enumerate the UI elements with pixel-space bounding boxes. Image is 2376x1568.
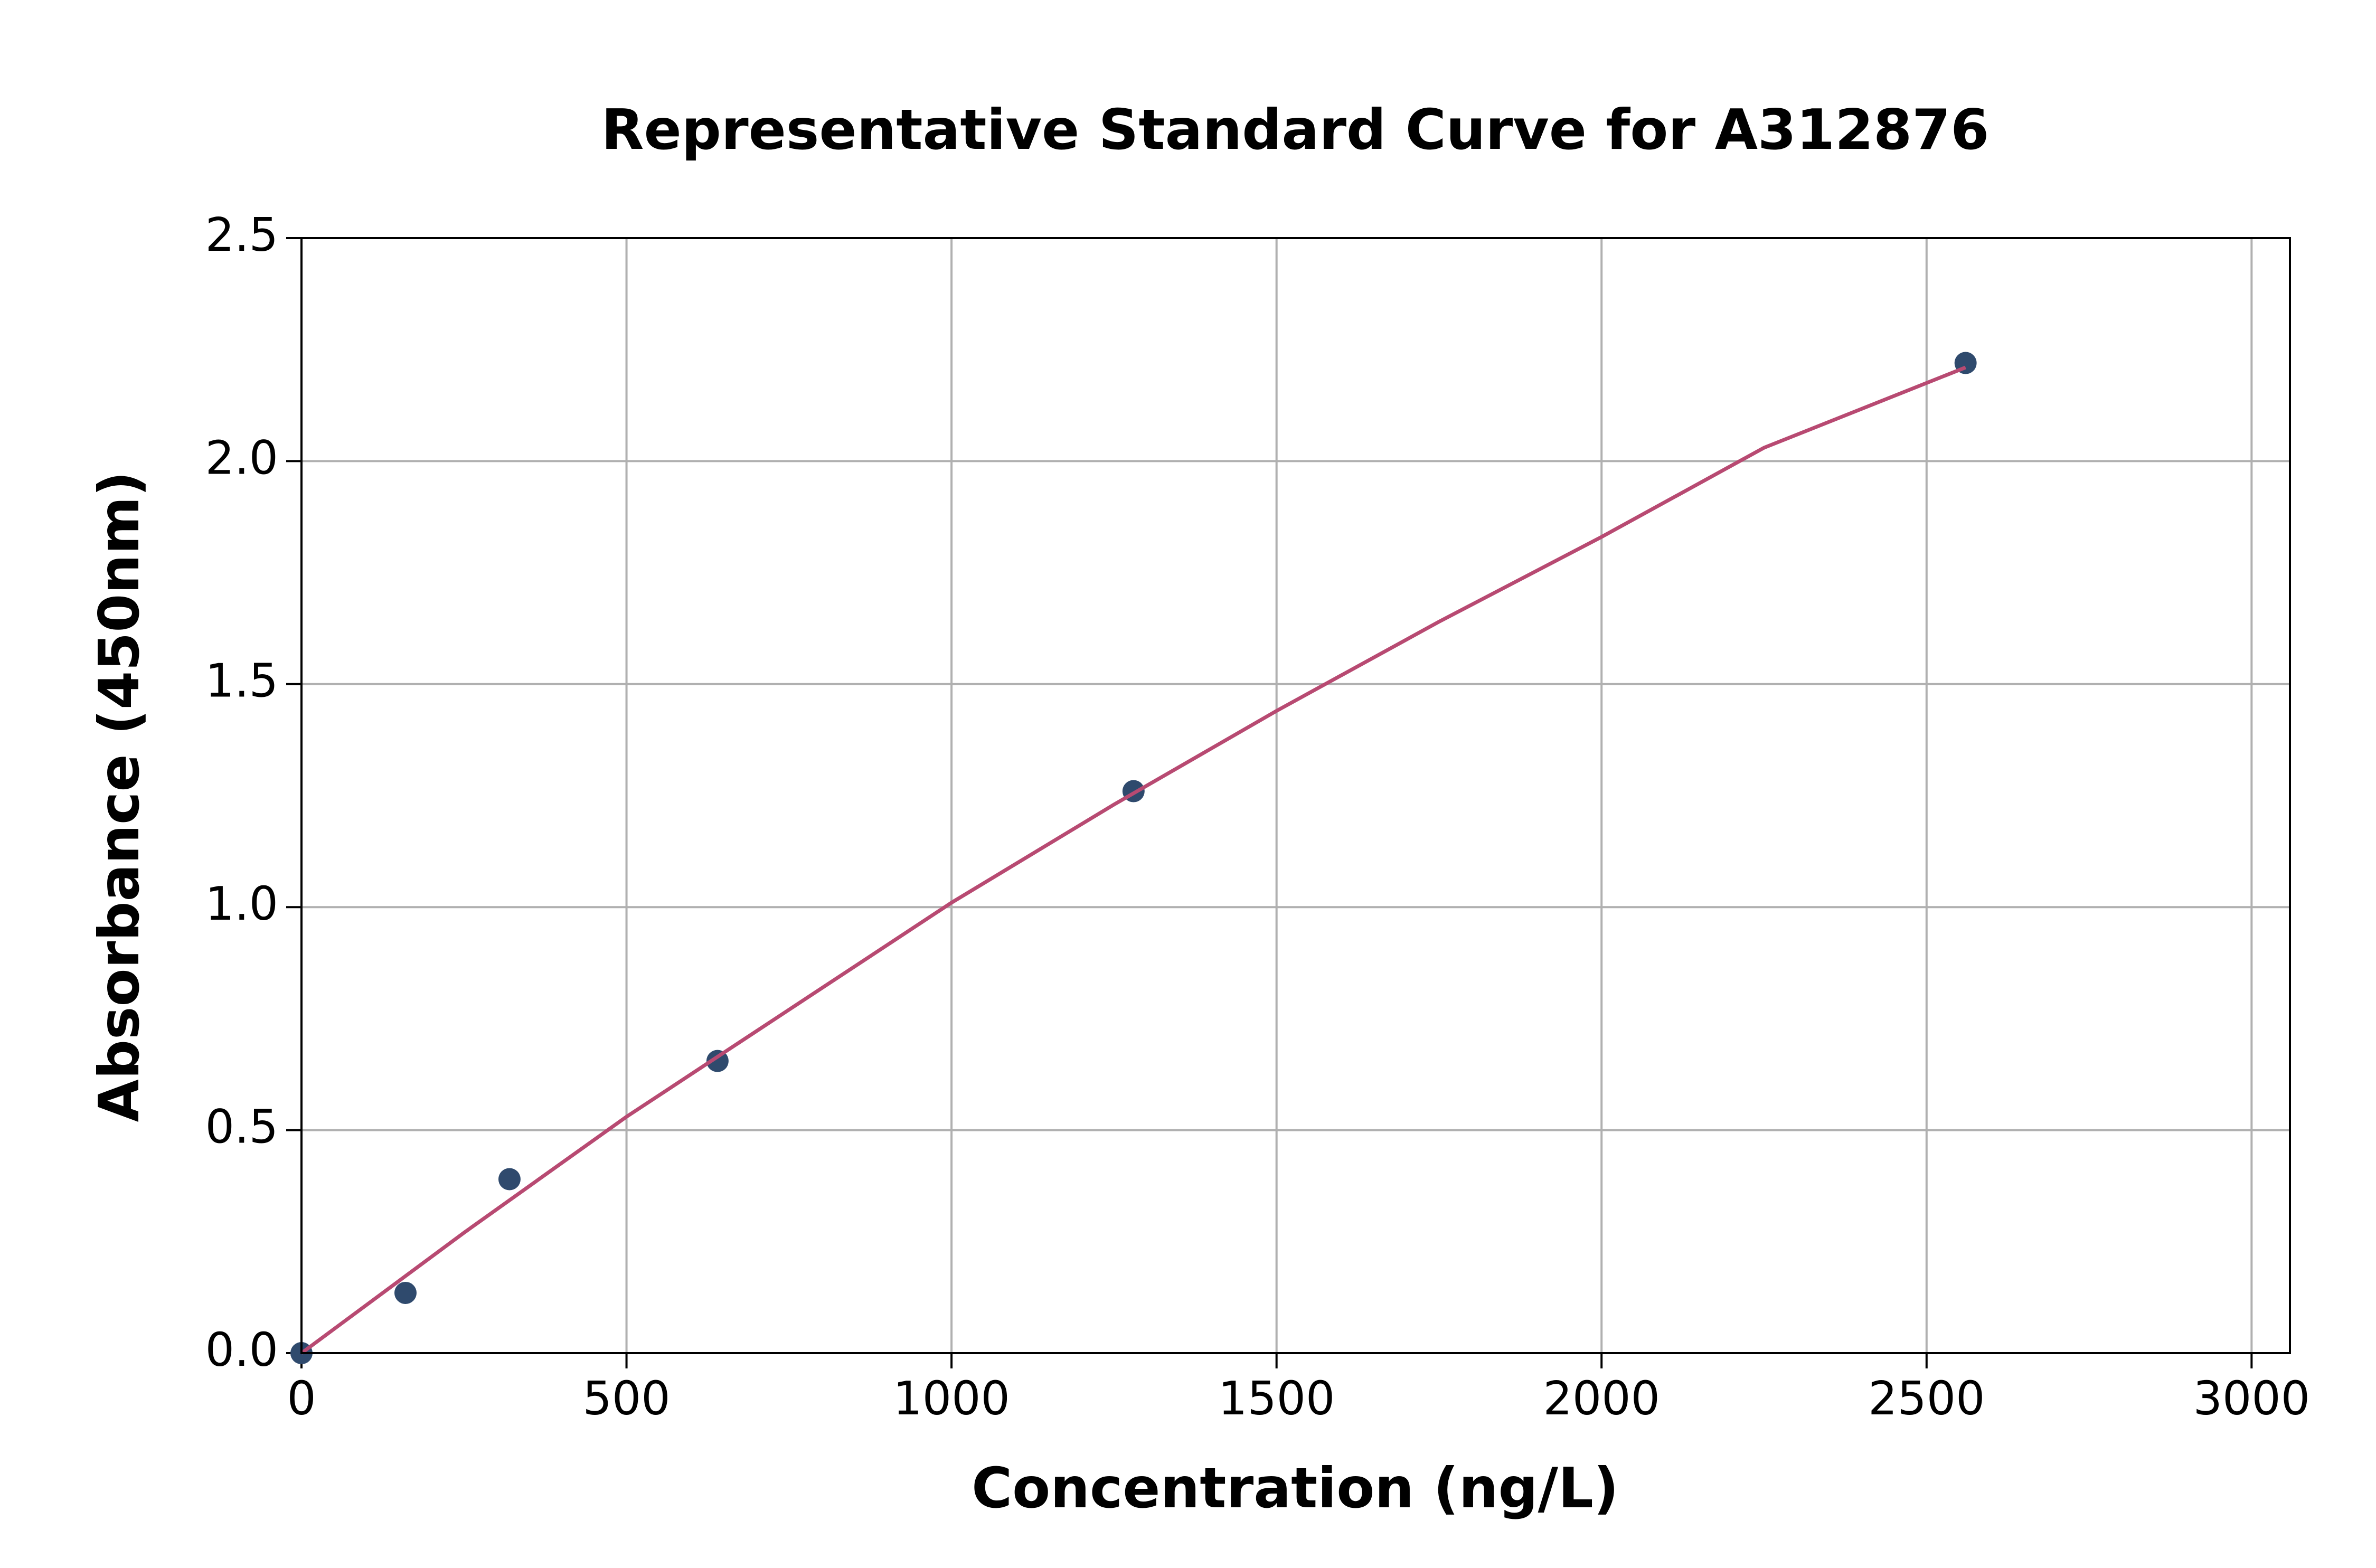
y-tick-label: 1.5 xyxy=(205,654,278,708)
data-point xyxy=(706,1050,729,1072)
x-tick-label: 1500 xyxy=(1218,1372,1335,1425)
x-tick-label: 2000 xyxy=(1543,1372,1660,1425)
y-tick-label: 0.0 xyxy=(205,1323,278,1377)
x-tick-label: 500 xyxy=(583,1372,671,1425)
y-tick-label: 1.0 xyxy=(205,877,278,931)
y-tick-label: 2.0 xyxy=(205,431,278,485)
x-tick-label: 1000 xyxy=(893,1372,1010,1425)
axes-frame xyxy=(300,237,2291,1354)
marks xyxy=(290,352,1977,1364)
x-axis-label: Concentration (ng/L) xyxy=(972,1456,1619,1520)
y-tick-label: 2.5 xyxy=(205,208,278,262)
fit-curve xyxy=(300,365,1966,1355)
chart-title: Representative Standard Curve for A31287… xyxy=(601,98,1990,162)
x-tick-label: 2500 xyxy=(1868,1372,1985,1425)
data-point xyxy=(394,1281,417,1304)
y-tick-label: 0.5 xyxy=(205,1100,278,1154)
x-tick-label: 0 xyxy=(287,1372,316,1425)
x-tick-label: 3000 xyxy=(2193,1372,2310,1425)
y-axis-label: Absorbance (450nm) xyxy=(87,471,152,1122)
data-point xyxy=(498,1168,521,1191)
